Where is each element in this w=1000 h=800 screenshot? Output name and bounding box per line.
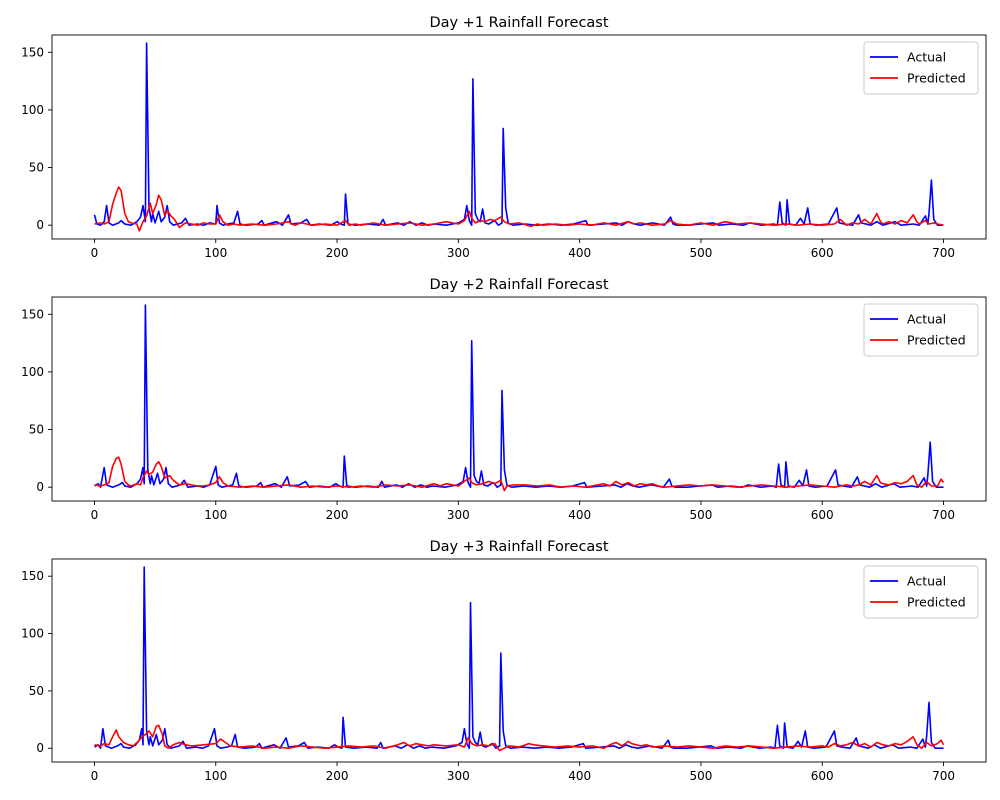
series-line-predicted — [94, 186, 944, 232]
y-tick-label: 50 — [29, 161, 44, 175]
legend-label-predicted: Predicted — [907, 595, 966, 610]
chart-title: Day +1 Rainfall Forecast — [429, 15, 608, 31]
x-tick-label: 700 — [932, 246, 955, 260]
chart-title: Day +2 Rainfall Forecast — [429, 277, 608, 293]
x-tick-label: 400 — [568, 508, 591, 522]
x-tick-label: 300 — [447, 769, 470, 783]
legend-label-actual: Actual — [907, 574, 946, 589]
x-tick-label: 0 — [91, 246, 99, 260]
x-tick-label: 300 — [447, 508, 470, 522]
x-tick-label: 300 — [447, 246, 470, 260]
x-tick-label: 600 — [811, 246, 834, 260]
x-tick-label: 100 — [204, 246, 227, 260]
x-tick-label: 200 — [326, 246, 349, 260]
legend-label-actual: Actual — [907, 312, 946, 327]
legend-box — [863, 303, 979, 357]
axes-frame — [51, 34, 987, 240]
chart-title: Day +3 Rainfall Forecast — [429, 539, 608, 555]
x-tick-label: 500 — [689, 769, 712, 783]
y-tick-label: 100 — [21, 103, 44, 117]
y-tick-label: 100 — [21, 627, 44, 641]
x-tick-label: 100 — [204, 769, 227, 783]
series-line-predicted — [94, 724, 945, 752]
legend-label-actual: Actual — [907, 50, 946, 65]
series-line-predicted — [94, 456, 945, 492]
x-tick-label: 100 — [204, 508, 227, 522]
axes-frame — [51, 296, 987, 502]
series-line-actual — [94, 566, 944, 749]
x-tick-label: 700 — [932, 508, 955, 522]
x-tick-label: 500 — [689, 508, 712, 522]
x-tick-label: 0 — [91, 508, 99, 522]
y-tick-label: 0 — [36, 741, 44, 755]
legend-label-predicted: Predicted — [907, 71, 966, 86]
legend-box — [863, 565, 979, 619]
legend: Actual Predicted — [863, 565, 979, 619]
legend-label-predicted: Predicted — [907, 333, 966, 348]
series-line-actual — [93, 42, 944, 226]
x-tick-label: 600 — [811, 508, 834, 522]
x-tick-label: 400 — [568, 246, 591, 260]
x-tick-label: 400 — [568, 769, 591, 783]
x-tick-label: 500 — [689, 246, 712, 260]
legend-box — [863, 41, 979, 95]
axes-frame — [51, 558, 987, 763]
legend: Actual Predicted — [863, 41, 979, 95]
y-tick-label: 50 — [29, 684, 44, 698]
x-tick-label: 600 — [811, 769, 834, 783]
x-tick-label: 200 — [326, 508, 349, 522]
y-tick-label: 50 — [29, 423, 44, 437]
x-tick-label: 700 — [932, 769, 955, 783]
x-tick-label: 0 — [91, 769, 99, 783]
x-tick-label: 200 — [326, 769, 349, 783]
series-line-actual — [94, 304, 944, 488]
y-tick-label: 150 — [21, 307, 44, 321]
y-tick-label: 0 — [36, 218, 44, 232]
y-tick-label: 150 — [21, 569, 44, 583]
y-tick-label: 100 — [21, 365, 44, 379]
y-tick-label: 150 — [21, 45, 44, 59]
legend: Actual Predicted — [863, 303, 979, 357]
y-tick-label: 0 — [36, 480, 44, 494]
